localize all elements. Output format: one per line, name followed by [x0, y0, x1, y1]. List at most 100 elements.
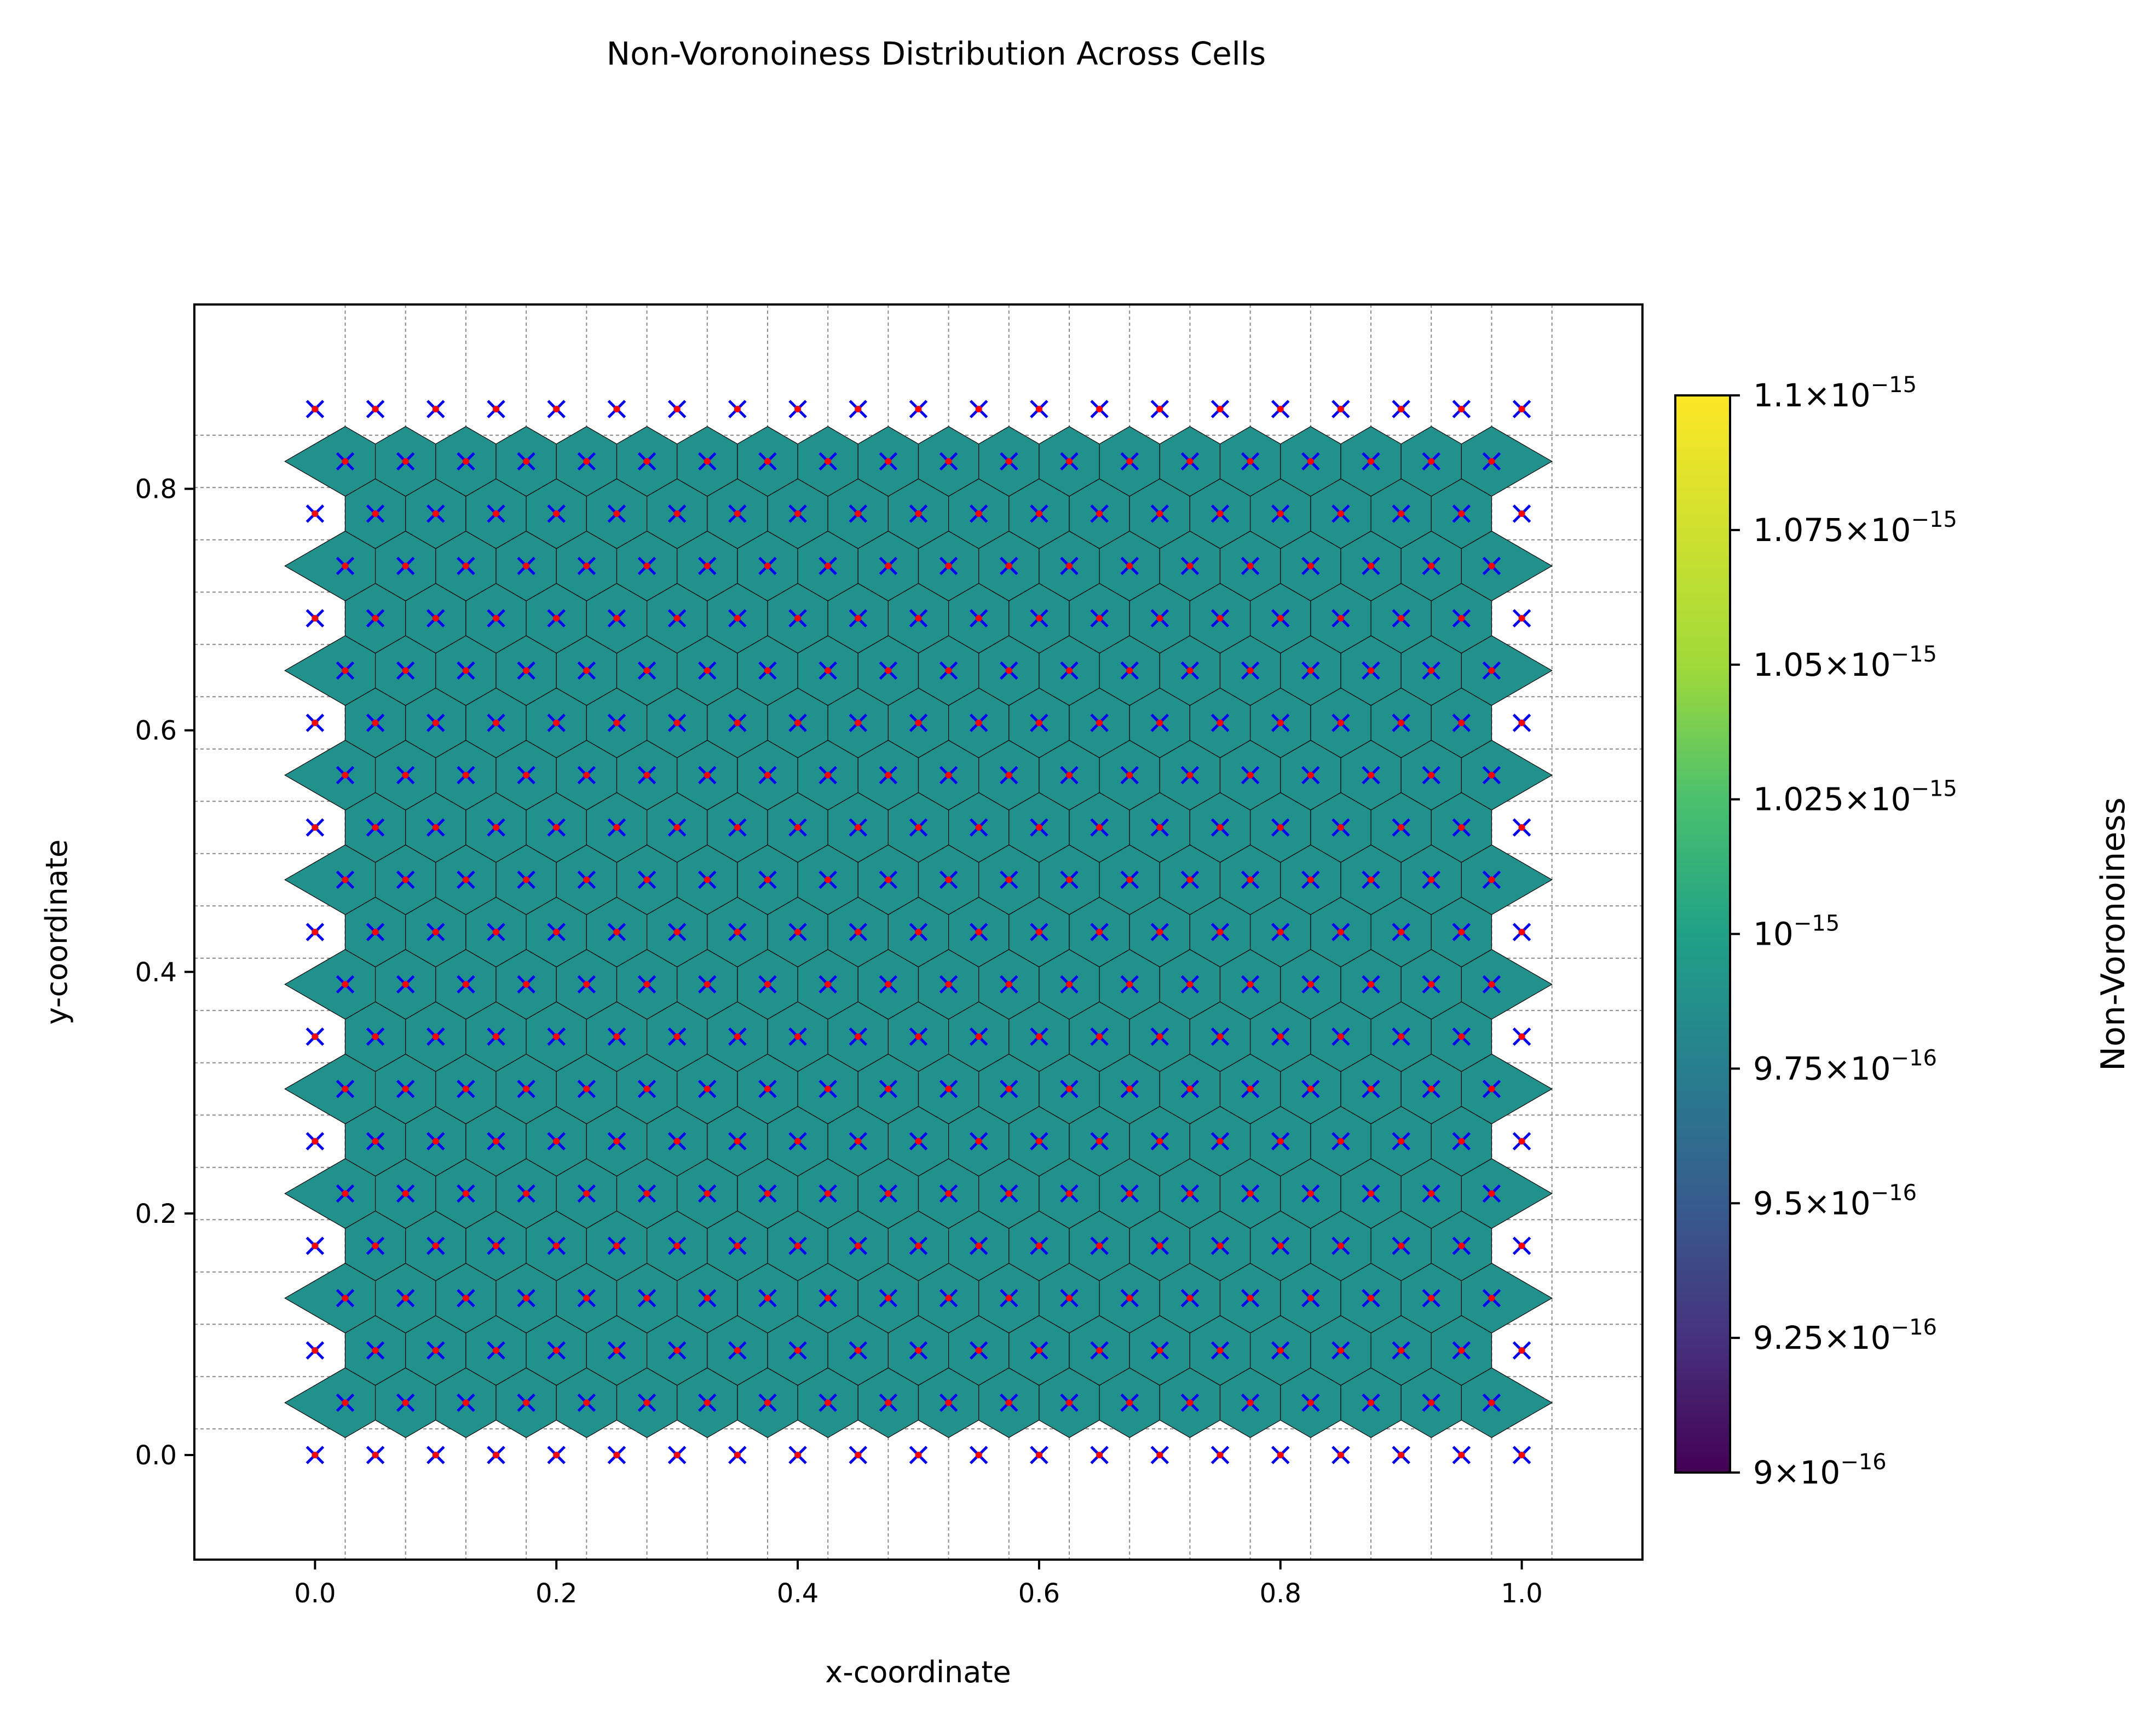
point-dot — [1066, 1295, 1073, 1302]
point-dot — [885, 1295, 892, 1302]
lattice-point — [1180, 661, 1200, 680]
point-dot — [342, 458, 349, 465]
lattice-point — [366, 818, 385, 837]
lattice-point — [1030, 1341, 1048, 1360]
point-dot — [794, 1452, 802, 1458]
point-dot — [402, 981, 409, 988]
lattice-point — [1180, 1184, 1200, 1203]
lattice-point — [1030, 923, 1048, 941]
lattice-point — [1030, 1446, 1048, 1464]
lattice-point — [366, 504, 385, 523]
lattice-point — [1180, 1079, 1200, 1099]
point-dot — [583, 1295, 590, 1302]
point-dot — [493, 615, 500, 622]
lattice-point — [396, 870, 415, 889]
lattice-point — [939, 661, 958, 680]
point-dot — [855, 1243, 862, 1249]
lattice-point — [1482, 1184, 1501, 1203]
point-dot — [1217, 615, 1224, 622]
lattice-point — [1060, 766, 1079, 785]
point-dot — [975, 1347, 982, 1354]
lattice-point — [1512, 1446, 1531, 1464]
point-dot — [794, 1243, 802, 1249]
lattice-point — [758, 556, 777, 576]
lattice-point — [426, 714, 445, 732]
lattice-point — [1301, 1079, 1320, 1099]
x-tick-label: 0.8 — [1260, 1578, 1301, 1609]
point-dot — [1277, 720, 1284, 726]
lattice-point — [457, 975, 475, 994]
point-dot — [764, 772, 771, 779]
lattice-point — [1392, 1341, 1410, 1360]
lattice-point — [849, 504, 868, 523]
point-dot — [1035, 1452, 1042, 1458]
point-dot — [643, 772, 650, 779]
point-dot — [613, 824, 620, 831]
point-dot — [1066, 1399, 1073, 1406]
point-dot — [523, 562, 530, 570]
lattice-point — [909, 1132, 928, 1151]
point-dot — [1458, 720, 1465, 726]
lattice-point — [547, 1446, 566, 1464]
point-dot — [1518, 1452, 1525, 1458]
lattice-point — [667, 818, 687, 837]
lattice-point — [637, 452, 656, 471]
lattice-point — [788, 1027, 807, 1046]
x-tick-label: 1.0 — [1501, 1578, 1542, 1609]
colorbar-tick-label: 1.025×10−15 — [1753, 777, 1957, 818]
point-dot — [1458, 1138, 1465, 1145]
lattice-point — [879, 1289, 898, 1308]
point-dot — [915, 1347, 922, 1354]
lattice-point — [336, 661, 355, 680]
point-dot — [915, 1138, 922, 1145]
lattice-point — [909, 504, 928, 523]
lattice-point — [1482, 661, 1501, 680]
lattice-point — [336, 1289, 355, 1308]
lattice-point — [879, 870, 898, 889]
lattice-point — [1362, 975, 1380, 994]
point-dot — [945, 667, 952, 674]
lattice-point — [667, 609, 687, 628]
point-dot — [1186, 1190, 1194, 1197]
point-dot — [372, 1138, 379, 1145]
lattice-point — [1120, 1289, 1139, 1308]
point-dot — [372, 929, 379, 935]
lattice-point — [1271, 1237, 1290, 1255]
lattice-point — [305, 1446, 325, 1464]
point-dot — [432, 824, 439, 831]
point-dot — [1156, 1243, 1163, 1249]
lattice-point — [1210, 818, 1230, 837]
lattice-point — [336, 1393, 355, 1412]
lattice-point — [1150, 1341, 1169, 1360]
point-dot — [1096, 1347, 1103, 1354]
point-dot — [1126, 772, 1133, 779]
lattice-point — [909, 923, 928, 941]
point-dot — [1277, 615, 1284, 622]
point-dot — [1368, 458, 1375, 465]
lattice-point — [517, 975, 535, 994]
lattice-point — [577, 452, 596, 471]
point-dot — [915, 929, 922, 935]
point-dot — [1368, 876, 1375, 883]
lattice-point — [1060, 1393, 1079, 1412]
lattice-point — [969, 1341, 988, 1360]
lattice-point — [366, 923, 385, 941]
lattice-point — [879, 1393, 898, 1412]
lattice-point — [336, 766, 355, 785]
point-dot — [673, 1033, 681, 1040]
lattice-point — [457, 1393, 475, 1412]
lattice-point — [1301, 556, 1320, 576]
lattice-point — [607, 1027, 626, 1046]
lattice-point — [366, 714, 385, 732]
lattice-point — [1482, 1289, 1501, 1308]
point-dot — [855, 510, 862, 517]
colorbar-tick-label: 1.05×10−15 — [1753, 642, 1937, 683]
point-dot — [462, 1295, 469, 1302]
lattice-point — [607, 923, 626, 941]
lattice-point — [1422, 1289, 1441, 1308]
lattice-point — [607, 1132, 626, 1151]
point-dot — [945, 981, 952, 988]
point-dot — [312, 1138, 319, 1145]
point-dot — [1186, 667, 1194, 674]
point-dot — [312, 929, 319, 935]
